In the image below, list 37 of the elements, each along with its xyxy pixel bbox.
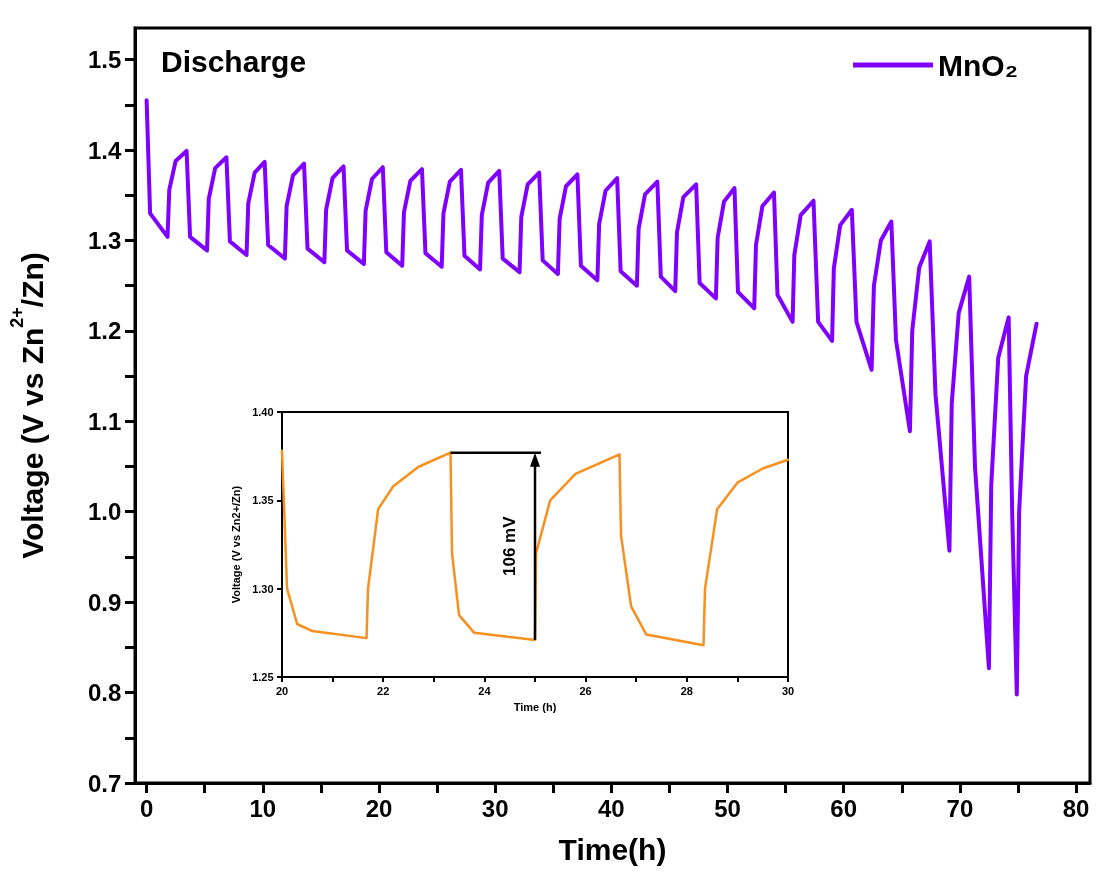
x-tick-label: 30 (781, 684, 795, 697)
y-tick-label: 0.9 (88, 588, 122, 616)
x-tick-label: 40 (597, 795, 625, 823)
x-axis-title: Time(h) (558, 832, 667, 866)
y-axis-title: Voltage (V vs Zn2+/Zn) (229, 485, 242, 604)
x-tick-label: 70 (946, 795, 974, 823)
x-tick-label: 0 (139, 795, 154, 823)
line-series (144, 98, 1039, 697)
annotation: Discharge (161, 44, 307, 78)
legend-label: MnO₂ (938, 48, 1018, 82)
y-tick-label: 1.5 (88, 46, 122, 74)
y-tick-label: 1.25 (252, 671, 274, 683)
x-tick-label: 26 (579, 684, 592, 697)
x-tick-label: 28 (680, 684, 693, 697)
y-tick-label: 1.0 (88, 498, 122, 526)
x-tick-label: 50 (714, 795, 741, 823)
x-tick-label: 30 (481, 795, 509, 823)
y-axis-title: Voltage (V vs Zn2+/Zn) (7, 252, 49, 559)
y-tick-label: 1.2 (88, 317, 122, 345)
x-tick-label: 20 (365, 795, 393, 823)
x-axis-title: Time (h) (513, 700, 557, 713)
y-tick-label: 0.7 (88, 769, 122, 797)
x-tick-label: 10 (249, 795, 277, 823)
y-tick-label: 1.3 (88, 226, 122, 254)
y-tick-label: 1.35 (252, 494, 274, 507)
x-tick-label: 22 (377, 684, 390, 697)
annotation: 106 mV (499, 515, 519, 577)
y-tick-label: 0.8 (88, 679, 122, 707)
x-tick-label: 24 (478, 684, 492, 697)
x-tick-label: 80 (1062, 795, 1090, 823)
y-tick-label: 1.40 (252, 406, 274, 418)
y-tick-label: 1.1 (88, 407, 122, 435)
y-tick-label: 1.4 (88, 136, 123, 164)
x-tick-label: 20 (275, 684, 289, 697)
line-series (280, 449, 790, 647)
y-tick-label: 1.30 (252, 582, 274, 595)
x-tick-label: 60 (830, 795, 858, 823)
